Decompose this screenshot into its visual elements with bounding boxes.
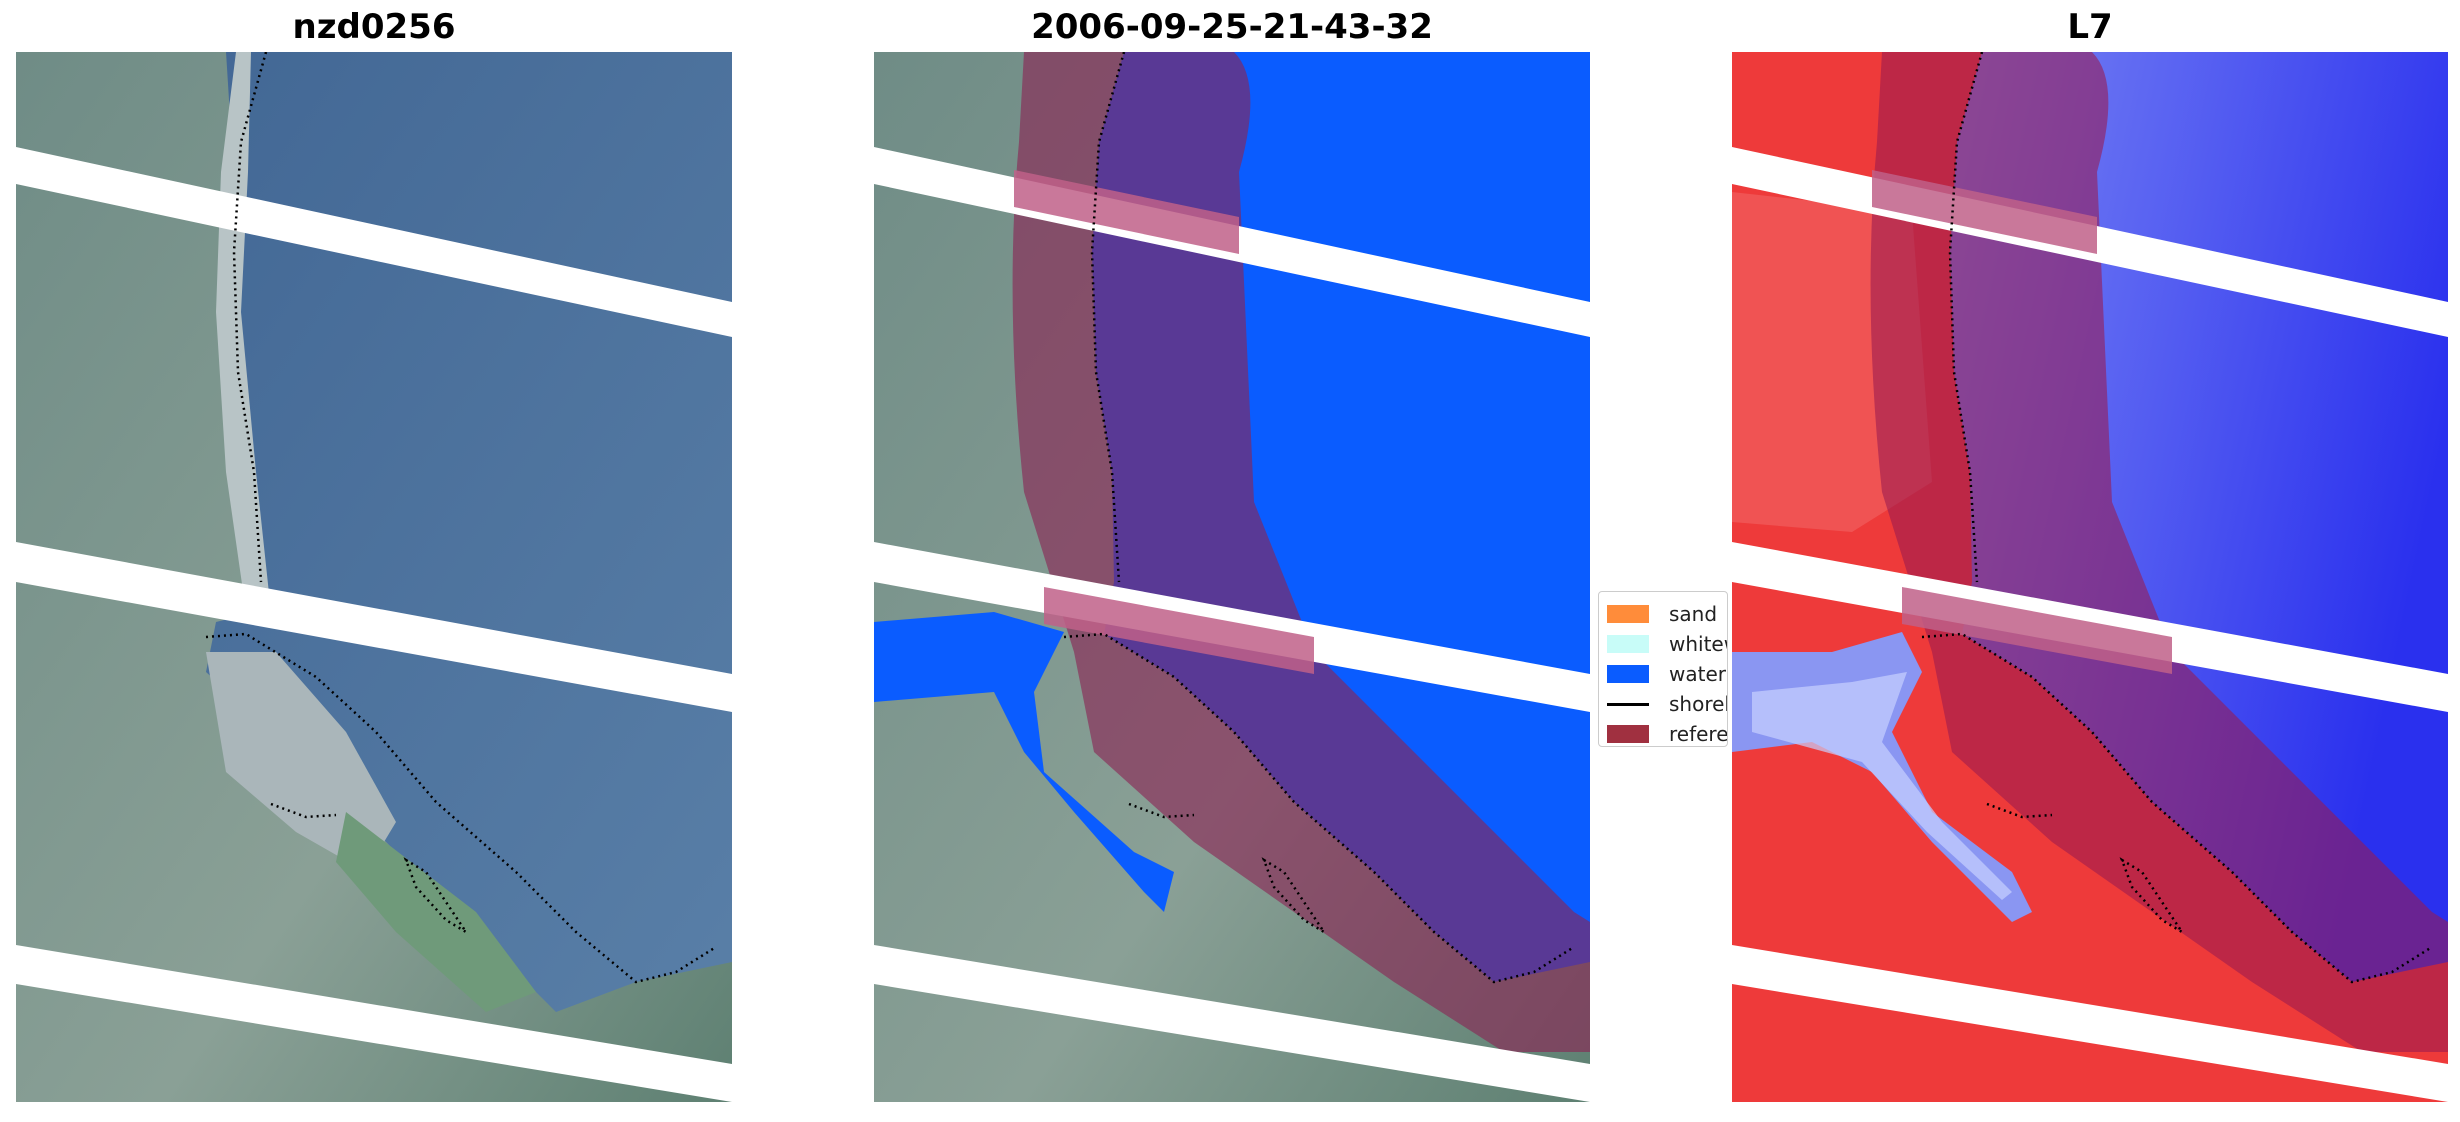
shoreline-line [1128,802,1195,819]
legend-item-reference-buffer: reference shoreline buffer [1607,720,1728,746]
buffer-over-stripe [1872,170,2097,254]
legend-item-shoreline: shoreline [1607,690,1727,718]
panel-title-index: L7 [2067,7,2113,47]
buffer-over-stripe [1014,170,1239,254]
no-data-stripe [16,945,732,1102]
water-swatch [1607,665,1649,683]
green-field [336,812,536,1012]
whitewater-swatch [1607,635,1649,653]
legend-item-water: water [1607,660,1726,688]
shoreline-line [270,802,337,819]
shoreline-line [1921,632,2433,984]
no-data-stripe [874,945,1590,1102]
shoreline-line [1986,802,2053,819]
reference-buffer [1012,52,1590,1052]
sand-swatch [1607,605,1649,623]
index-channel-core [1752,672,2012,900]
rgb-image [16,52,732,1102]
beach-strip [216,52,271,612]
legend-label: reference shoreline buffer [1669,722,1728,746]
no-data-stripe [16,147,732,337]
shoreline-line [1063,632,1575,984]
buffer-over-stripe [1044,587,1314,674]
legend-label: water [1669,662,1726,686]
land-west [16,52,732,1102]
rgb-image-panel [16,52,732,1102]
legend-item-sand: sand [1607,600,1717,628]
legend-label: shoreline [1669,692,1727,716]
shoreline-line [403,857,468,934]
panel-title-classified: 2006-09-25-21-43-32 [1031,7,1433,47]
index-image-panel [1732,52,2448,1102]
legend-label: sand [1669,602,1718,626]
shoreline-line [1261,857,1326,934]
classified-water-channel [874,612,1174,912]
classified-image [874,52,1590,1102]
no-data-stripe [16,542,732,712]
shoreline-line [205,632,717,984]
reference-buffer-swatch [1607,725,1649,743]
shoreline-line [2119,857,2184,934]
no-data-stripe [1732,945,2448,1102]
panel-title-rgb: nzd0256 [292,7,456,47]
shoreline-line-swatch [1607,702,1649,706]
classified-image-panel [874,52,1590,1102]
index-image [1732,52,2448,1102]
reference-buffer [1870,52,2448,1052]
buffer-over-stripe [1902,587,2172,674]
